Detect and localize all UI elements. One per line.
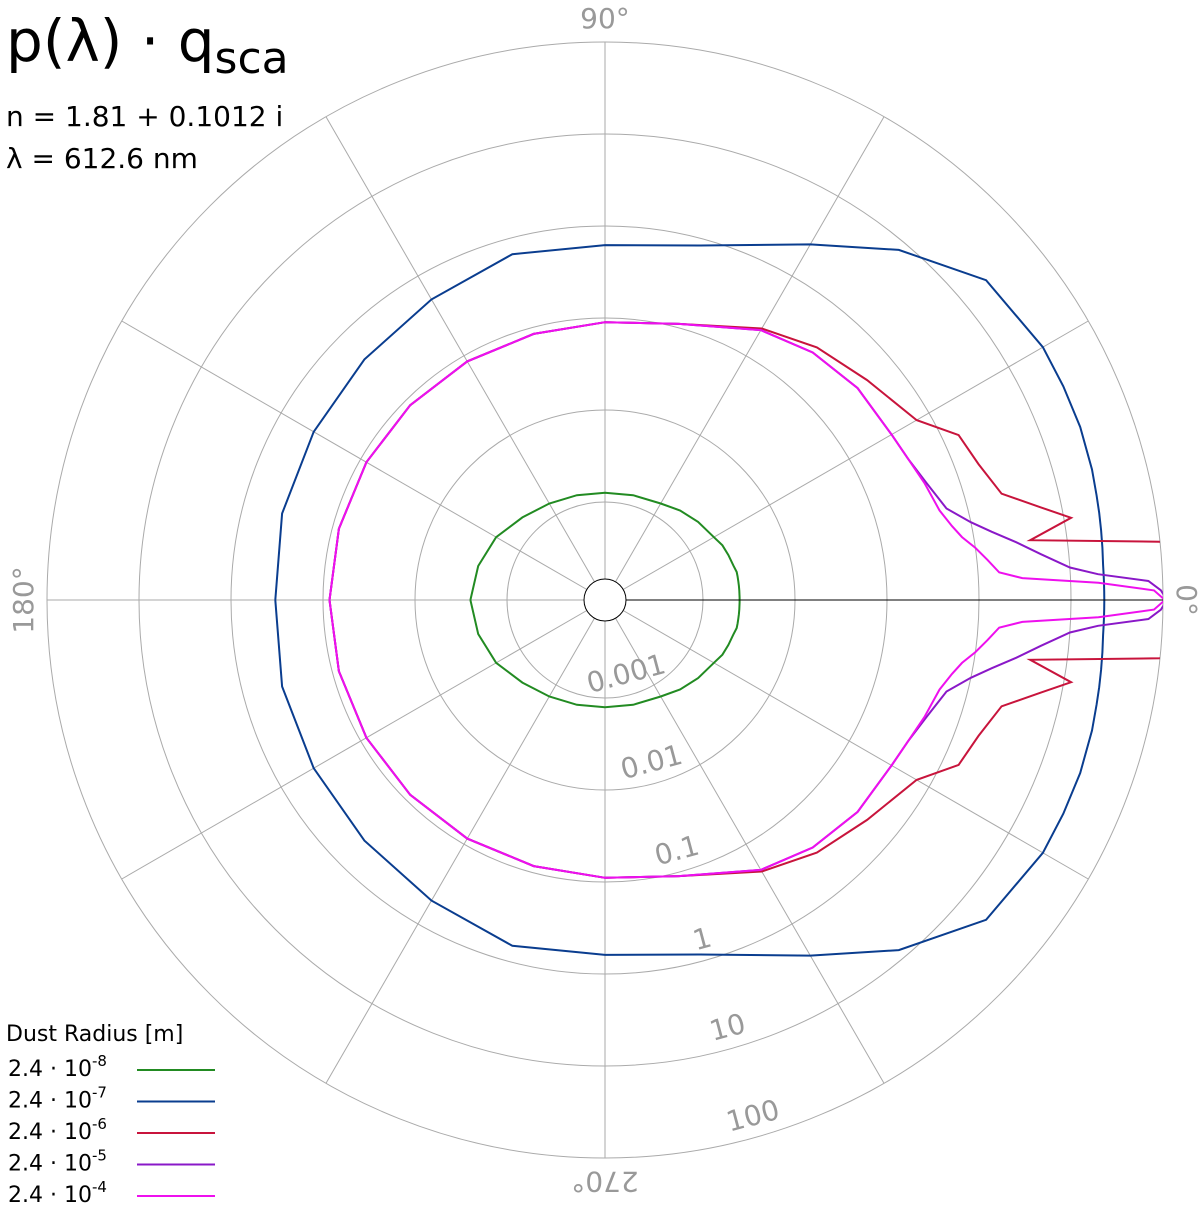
series-line [469, 599, 741, 709]
legend-label: 2.4 · 10-5 [8, 1146, 107, 1177]
spoke [121, 599, 606, 880]
r-tick-label: 1 [689, 921, 715, 957]
theta-tick-label: 90° [580, 2, 630, 35]
chart-title: p(λ) · qsca [6, 7, 289, 84]
series-line [274, 243, 1106, 601]
title-sub: sca [215, 33, 289, 84]
r-tick-label: 0.01 [617, 738, 686, 786]
r-tick-label: 0.001 [583, 647, 669, 700]
plot-area [274, 243, 1163, 957]
r-tick-label: 0.1 [651, 829, 703, 872]
legend: 2.4 · 10-82.4 · 10-72.4 · 10-62.4 · 10-5… [8, 1052, 215, 1205]
r-tick-label: 10 [706, 1007, 749, 1048]
legend-exponent: -4 [92, 1178, 107, 1196]
legend-label: 2.4 · 10-4 [8, 1178, 107, 1205]
theta-tick-label: 180° [7, 566, 40, 633]
subtitle: n = 1.81 + 0.1012 i [6, 100, 283, 133]
spoke [325, 116, 606, 601]
legend-exponent: -5 [92, 1146, 107, 1164]
legend-label: 2.4 · 10-7 [8, 1083, 107, 1114]
spoke [604, 320, 1089, 601]
legend-exponent: -7 [92, 1083, 107, 1101]
spoke [604, 599, 1089, 880]
legend-name: 2.4 · 10 [8, 1183, 92, 1205]
spoke [121, 320, 606, 601]
series-line [328, 599, 1163, 879]
legend-title: Dust Radius [m] [6, 1022, 183, 1047]
legend-exponent: -8 [92, 1052, 107, 1070]
legend-name: 2.4 · 10 [8, 1089, 92, 1114]
theta-tick-label: 0° [1170, 584, 1200, 616]
spoke [604, 116, 885, 601]
subtitle: λ = 612.6 nm [6, 142, 198, 175]
legend-name: 2.4 · 10 [8, 1152, 92, 1177]
series-line [328, 321, 1163, 601]
legend-exponent: -6 [92, 1115, 107, 1133]
center-hole [583, 578, 627, 622]
legend-name: 2.4 · 10 [8, 1120, 92, 1145]
series-line [469, 491, 741, 601]
series-line [328, 599, 1163, 879]
title-main: p(λ) · q [6, 7, 215, 75]
spoke [604, 599, 885, 1084]
legend-name: 2.4 · 10 [8, 1057, 92, 1082]
theta-tick-label: 270° [571, 1165, 638, 1198]
series-line [328, 321, 1163, 601]
series-line [274, 599, 1106, 957]
legend-label: 2.4 · 10-8 [8, 1052, 107, 1083]
spoke [325, 599, 606, 1084]
legend-label: 2.4 · 10-6 [8, 1115, 107, 1146]
